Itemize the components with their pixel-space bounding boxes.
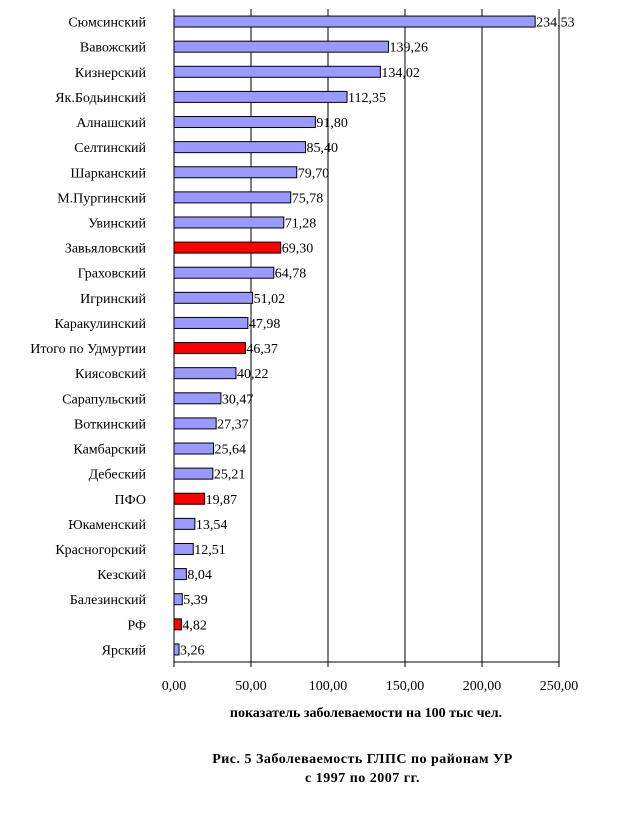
category-label: Граховский [78,267,147,282]
data-label: 134,02 [381,66,420,81]
category-label: Игринский [80,292,146,307]
x-tick-label: 150,00 [386,679,425,694]
category-label: Воткинский [74,417,147,432]
bar [173,141,307,154]
bar [173,90,348,103]
data-label: 51,02 [254,292,286,307]
bar [173,266,275,279]
bars [173,15,536,656]
category-label: Селтинский [74,141,146,156]
figure-caption-title: Рис. 5 Заболеваемость ГЛПС по районам УР [212,752,513,767]
data-label: 4,82 [182,618,207,633]
bar-chart: 0,00 50,00 100,00 150,00 200,00 250,00 Сюмсинс… [30,9,578,721]
bar [173,467,214,480]
figure-caption-period: с 1997 по 2007 гг. [305,771,420,786]
category-label: Балезинский [70,593,147,608]
data-label: 30,47 [222,392,254,407]
data-label: 139,26 [389,41,428,56]
bar [173,40,389,53]
category-label: Камбарский [73,443,146,458]
category-label: Кизнерский [75,66,147,81]
category-label: Юкаменский [68,518,146,533]
bar [173,116,316,129]
bar [173,517,196,530]
bar [173,417,217,430]
bar [173,316,249,329]
bar [173,618,182,631]
category-label: Сюмсинский [68,16,146,31]
bar [173,593,183,606]
category-label: Як.Бодьинский [55,91,146,106]
x-tick-label: 250,00 [540,679,579,694]
data-label: 64,78 [275,267,307,282]
bar [173,492,206,505]
category-label: Каракулинский [54,317,146,332]
category-label: М.Пургинский [57,191,146,206]
data-label: 8,04 [187,568,212,583]
x-tick-label: 0,00 [162,679,187,694]
data-label: 19,87 [206,493,238,508]
data-label: 3,26 [180,643,205,658]
bar [173,392,222,405]
category-label: Кезский [97,568,146,583]
grid-lines [250,9,560,662]
category-label: Ярский [102,643,147,658]
category-label: Алнашский [76,116,146,131]
data-label: 112,35 [348,91,386,106]
bar [173,166,298,179]
bar [173,568,187,581]
labels: 0,00 50,00 100,00 150,00 200,00 250,00 Сюмсинс… [30,16,578,694]
bar [173,367,237,380]
category-label: Киясовский [75,367,147,382]
data-label: 12,51 [194,543,226,558]
data-label: 85,40 [307,141,339,156]
data-label: 69,30 [282,242,314,257]
axes [173,9,560,667]
category-label: Вавожский [80,41,147,56]
bar [173,216,285,229]
category-label: Итого по Удмуртии [30,342,146,357]
data-label: 13,54 [196,518,228,533]
data-label: 47,98 [249,317,281,332]
category-label: Сарапульский [62,392,146,407]
category-label: Дебеский [89,468,147,483]
data-label: 234,53 [536,16,575,31]
bar [173,65,381,78]
bar [173,15,536,28]
category-label: Завьяловский [65,242,147,257]
category-label: Красногорский [55,543,146,558]
x-tick-label: 200,00 [463,679,502,694]
category-label: ПФО [115,493,146,508]
bar [173,643,180,656]
category-label: Шарканский [70,166,146,181]
data-label: 5,39 [183,593,208,608]
bar [173,542,194,555]
x-axis-title: показатель заболеваемости на 100 тыс чел… [230,706,502,721]
data-label: 71,28 [285,216,317,231]
data-label: 27,37 [217,417,249,432]
bar [173,342,246,355]
category-label: Увинский [88,216,146,231]
data-label: 25,64 [214,443,246,458]
x-tick-label: 50,00 [235,679,267,694]
bar [173,442,214,455]
x-tick-label: 100,00 [309,679,348,694]
bar [173,241,282,254]
data-label: 40,22 [237,367,269,382]
data-label: 79,70 [298,166,330,181]
data-label: 46,37 [246,342,278,357]
data-label: 25,21 [214,468,246,483]
data-label: 75,78 [292,191,324,206]
bar [173,291,254,304]
category-label: РФ [127,618,146,633]
bar [173,191,292,204]
data-label: 91,80 [316,116,348,131]
